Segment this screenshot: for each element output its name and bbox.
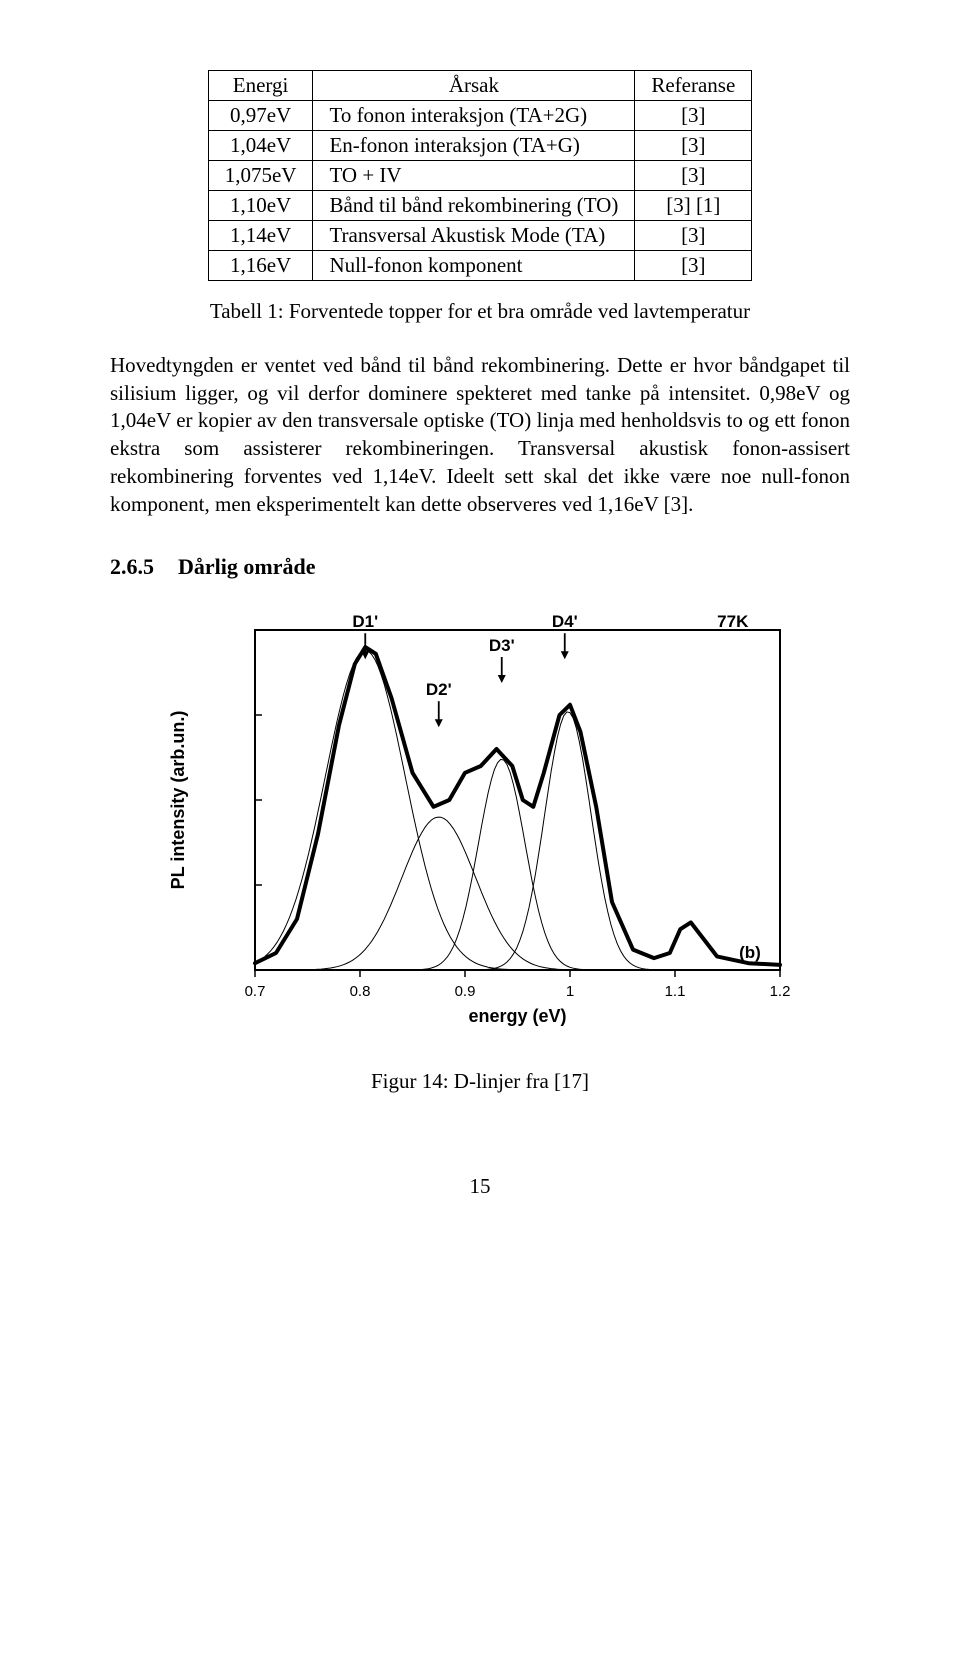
svg-text:PL intensity (arb.un.): PL intensity (arb.un.) <box>168 711 188 890</box>
table-header: Energi <box>208 71 313 101</box>
paragraph-body: Hovedtyngden er ventet ved bånd til bånd… <box>110 352 850 518</box>
table-cell: [3] <box>635 251 752 281</box>
section-title: Dårlig område <box>178 554 315 579</box>
table-cell: 1,10eV <box>208 191 313 221</box>
table-cell: Bånd til bånd rekombinering (TO) <box>313 191 635 221</box>
section-number: 2.6.5 <box>110 554 154 579</box>
table-row: 1,04eVEn-fonon interaksjon (TA+G)[3] <box>208 131 752 161</box>
table-row: 1,14eVTransversal Akustisk Mode (TA)[3] <box>208 221 752 251</box>
table-row: 1,075eVTO + IV[3] <box>208 161 752 191</box>
chart-svg: 0.7 0.8 0.9 1 1.1 1.2 energy (eV) PL intensity … <box>160 610 800 1040</box>
figure-caption: Figur 14: D-linjer fra [17] <box>110 1069 850 1094</box>
table-cell: To fonon interaksjon (TA+2G) <box>313 101 635 131</box>
table-cell: Transversal Akustisk Mode (TA) <box>313 221 635 251</box>
svg-text:(b): (b) <box>739 943 761 962</box>
figure-pl-spectrum: 0.7 0.8 0.9 1 1.1 1.2 energy (eV) PL intensity … <box>110 610 850 1094</box>
table-cell: 1,04eV <box>208 131 313 161</box>
table-row: 0,97eVTo fonon interaksjon (TA+2G)[3] <box>208 101 752 131</box>
svg-text:D1': D1' <box>352 613 378 632</box>
table-forventede-topper: Energi Årsak Referanse 0,97eVTo fonon in… <box>208 70 753 281</box>
page-number: 15 <box>110 1174 850 1199</box>
svg-text:1.2: 1.2 <box>770 983 791 1000</box>
table-cell: Null-fonon komponent <box>313 251 635 281</box>
table-cell: 0,97eV <box>208 101 313 131</box>
svg-text:0.8: 0.8 <box>350 983 371 1000</box>
table-cell: 1,075eV <box>208 161 313 191</box>
table-cell: TO + IV <box>313 161 635 191</box>
section-heading: 2.6.5 Dårlig område <box>110 554 850 580</box>
svg-text:0.9: 0.9 <box>455 983 476 1000</box>
table-header: Referanse <box>635 71 752 101</box>
svg-text:77K: 77K <box>717 613 749 632</box>
table-caption: Tabell 1: Forventede topper for et bra o… <box>110 299 850 324</box>
table-cell: [3] <box>635 131 752 161</box>
table-cell: [3] <box>635 221 752 251</box>
svg-text:energy (eV): energy (eV) <box>468 1006 566 1026</box>
table-cell: 1,16eV <box>208 251 313 281</box>
table-cell: [3] <box>635 161 752 191</box>
svg-text:D4': D4' <box>552 613 578 632</box>
table-header: Årsak <box>313 71 635 101</box>
table-cell: En-fonon interaksjon (TA+G) <box>313 131 635 161</box>
table-cell: [3] [1] <box>635 191 752 221</box>
svg-text:1: 1 <box>566 983 574 1000</box>
svg-text:0.7: 0.7 <box>245 983 266 1000</box>
svg-text:1.1: 1.1 <box>665 983 686 1000</box>
table-cell: 1,14eV <box>208 221 313 251</box>
table-cell: [3] <box>635 101 752 131</box>
table-row: 1,16eVNull-fonon komponent[3] <box>208 251 752 281</box>
svg-text:D2': D2' <box>426 681 452 700</box>
svg-text:D3': D3' <box>489 636 515 655</box>
table-row: 1,10eVBånd til bånd rekombinering (TO)[3… <box>208 191 752 221</box>
